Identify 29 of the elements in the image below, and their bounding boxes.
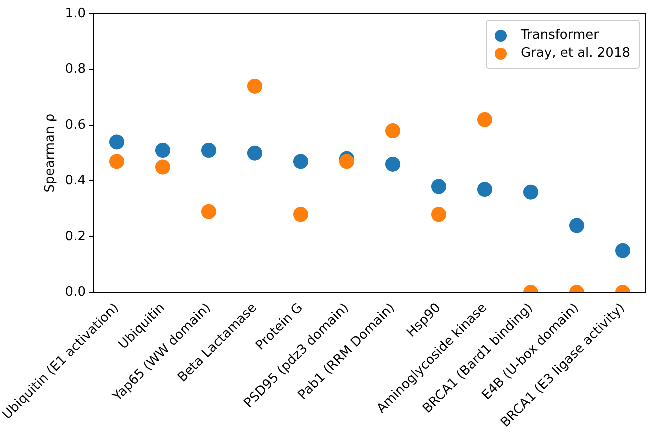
point xyxy=(247,78,262,94)
y-tick-label: 0.2 xyxy=(65,229,86,244)
y-tick-label: 0.8 xyxy=(65,62,86,78)
y-tick-label: 1.0 xyxy=(65,6,86,22)
point xyxy=(570,218,584,234)
y-axis-title: Spearman ρ xyxy=(42,114,58,193)
legend-label: Gray, et al. 2018 xyxy=(521,46,630,61)
point xyxy=(477,112,492,128)
point xyxy=(477,182,492,198)
point xyxy=(109,154,124,170)
point xyxy=(201,204,216,220)
legend-label: Transformer xyxy=(521,28,600,43)
point xyxy=(431,179,446,194)
point xyxy=(155,143,170,158)
point xyxy=(155,160,170,175)
point xyxy=(247,146,262,161)
point xyxy=(339,154,354,170)
point xyxy=(431,207,446,222)
y-tick-label: 0.0 xyxy=(65,285,86,300)
point xyxy=(293,154,308,170)
point xyxy=(201,143,216,158)
y-tick-label: 0.4 xyxy=(65,174,86,189)
y-tick-label: 0.6 xyxy=(65,118,86,133)
point xyxy=(109,134,124,150)
point xyxy=(385,124,400,139)
point xyxy=(616,243,630,258)
point xyxy=(385,156,400,172)
point xyxy=(523,184,538,200)
point xyxy=(293,207,308,222)
